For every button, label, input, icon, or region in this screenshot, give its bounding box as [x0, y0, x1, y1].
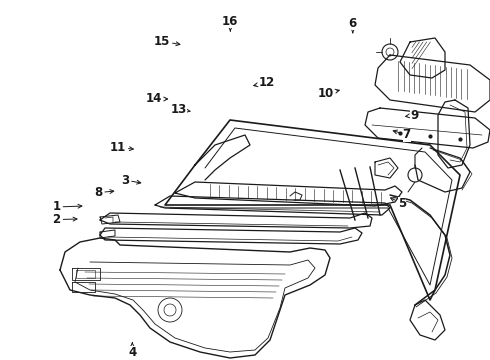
Text: 11: 11 — [109, 141, 133, 154]
Text: 4: 4 — [128, 343, 136, 359]
Text: 7: 7 — [393, 129, 411, 141]
Text: 15: 15 — [153, 35, 180, 48]
Text: 1: 1 — [52, 201, 82, 213]
Text: 12: 12 — [254, 76, 275, 89]
Text: 10: 10 — [318, 87, 339, 100]
Text: 16: 16 — [222, 15, 239, 31]
Text: 14: 14 — [146, 93, 168, 105]
Text: 2: 2 — [52, 213, 77, 226]
Text: 8: 8 — [94, 186, 114, 199]
Text: 6: 6 — [349, 17, 357, 33]
Text: 5: 5 — [391, 197, 406, 210]
Text: 9: 9 — [406, 109, 418, 122]
Text: 13: 13 — [171, 103, 190, 116]
Text: 3: 3 — [121, 174, 141, 186]
